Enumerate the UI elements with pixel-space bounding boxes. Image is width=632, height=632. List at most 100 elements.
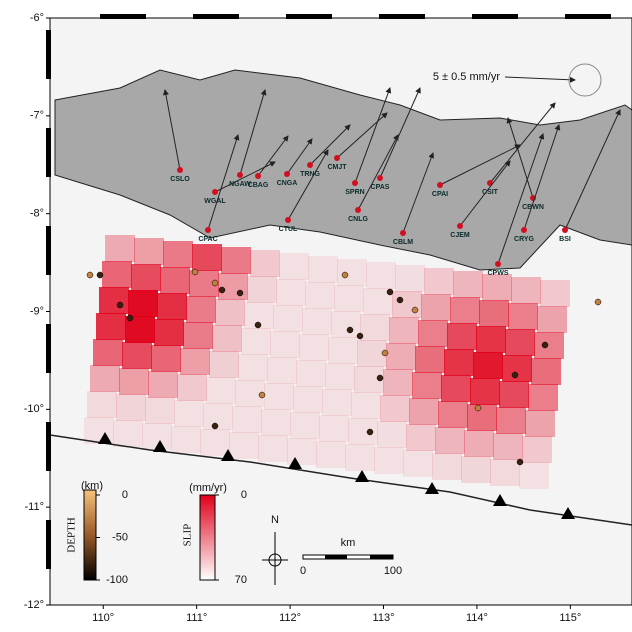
station	[521, 227, 527, 233]
slip-patch	[409, 398, 439, 425]
slip-patch	[441, 375, 471, 402]
slip-patch	[264, 383, 294, 410]
slip-patch	[325, 363, 355, 390]
earthquake	[595, 299, 601, 305]
slip-patch	[493, 433, 523, 460]
slip-patch	[360, 314, 390, 341]
station-label: CBWN	[522, 204, 544, 211]
station-label: CPAI	[432, 191, 448, 198]
depth-tick-label: -50	[112, 531, 128, 543]
slip-patch	[438, 401, 468, 428]
slip-patch	[374, 447, 404, 474]
earthquake	[412, 307, 418, 313]
x-tick-label: 115°	[559, 612, 581, 624]
station	[457, 223, 463, 229]
slip-patch	[206, 377, 236, 404]
slip-patch	[502, 355, 532, 382]
slip-patch	[148, 371, 178, 398]
slip-patch	[432, 453, 462, 480]
station-label: CNLG	[348, 216, 368, 223]
station	[487, 180, 493, 186]
earthquake	[97, 272, 103, 278]
slip-patch	[302, 308, 332, 335]
earthquake	[512, 372, 518, 378]
slip-patch	[215, 299, 245, 326]
slip-patch	[499, 381, 529, 408]
station	[237, 172, 243, 178]
slip-patch	[415, 346, 445, 373]
slip-patch	[113, 420, 143, 447]
station	[285, 217, 291, 223]
slip-patch	[383, 369, 413, 396]
earthquake	[87, 272, 93, 278]
slip-patch	[151, 345, 181, 372]
slip-patch	[467, 404, 497, 431]
y-tick-label: -12°	[24, 599, 44, 611]
station-label: CBAG	[248, 182, 269, 189]
slip-patch	[276, 279, 306, 306]
x-tick-label: 114°	[466, 612, 488, 624]
y-tick-label: -9°	[30, 305, 44, 317]
earthquake	[357, 333, 363, 339]
slip-patch	[424, 268, 454, 295]
slip-patch	[308, 256, 338, 283]
station-label: CPWS	[488, 270, 509, 277]
slip-patch	[528, 384, 558, 411]
station	[377, 175, 383, 181]
station-label: BSI	[559, 236, 571, 243]
frame-band	[46, 30, 51, 79]
slip-patch	[496, 407, 526, 434]
slip-patch	[418, 320, 448, 347]
station	[562, 227, 568, 233]
slip-patch	[99, 287, 129, 314]
slip-patch	[209, 351, 239, 378]
slip-patch	[406, 424, 436, 451]
slip-patch	[461, 456, 491, 483]
slip-patch	[534, 332, 564, 359]
slip-patch	[316, 441, 346, 468]
slip-patch	[128, 290, 158, 317]
station	[307, 162, 313, 168]
slip-patch	[287, 438, 317, 465]
scale-tick-label: 100	[384, 565, 402, 577]
station	[205, 227, 211, 233]
earthquake	[192, 269, 198, 275]
slip-patch	[331, 311, 361, 338]
velocity-label: 5 ± 0.5 mm/yr	[433, 71, 500, 83]
station	[177, 167, 183, 173]
slip-patch	[177, 374, 207, 401]
slip-patch	[348, 418, 378, 445]
slip-patch	[395, 265, 425, 292]
slip-patch	[319, 415, 349, 442]
slip-patch	[163, 241, 193, 268]
slip-patch	[221, 247, 251, 274]
scale-tick-label: 0	[300, 565, 306, 577]
slip-patch	[537, 306, 567, 333]
scale-bar-segment	[325, 555, 347, 559]
slip-patch	[131, 264, 161, 291]
map-figure: 5 ± 0.5 mm/yr DEPTH (km) SLIP (mm/yr) N …	[0, 0, 632, 627]
slip-patch	[134, 238, 164, 265]
slip-patch	[116, 394, 146, 421]
x-tick-label: 112°	[279, 612, 301, 624]
slip-patch	[540, 280, 570, 307]
station-label: CNGA	[277, 180, 298, 187]
slip-colorbar	[200, 495, 215, 580]
slip-patch	[105, 235, 135, 262]
slip-patch	[192, 244, 222, 271]
frame-band	[379, 14, 425, 19]
earthquake	[212, 280, 218, 286]
slip-patch	[200, 429, 230, 456]
slip-patch	[473, 352, 503, 379]
slip-patch	[241, 328, 271, 355]
earthquake	[475, 405, 481, 411]
slip-patch	[258, 435, 288, 462]
slip-patch	[511, 277, 541, 304]
x-tick-label: 110°	[92, 612, 114, 624]
earthquake	[397, 297, 403, 303]
slip-patch	[119, 368, 149, 395]
slip-patch	[366, 262, 396, 289]
earthquake	[255, 322, 261, 328]
frame-band	[565, 14, 611, 19]
slip-title: SLIP	[182, 524, 194, 547]
